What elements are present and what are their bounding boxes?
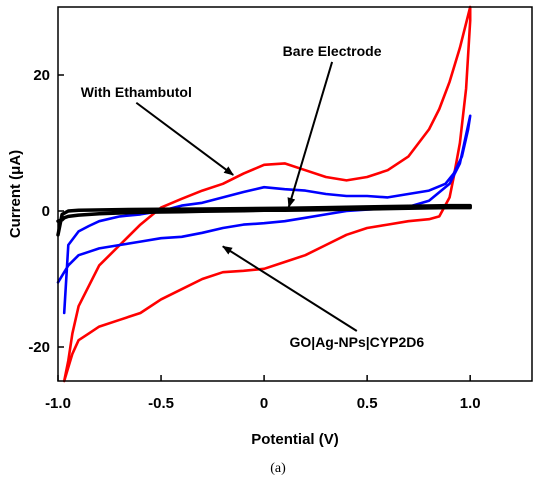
y-axis-title: Current (μA) xyxy=(7,150,24,238)
x-tick-label: -1.0 xyxy=(45,395,71,412)
x-tick-label: 0 xyxy=(260,395,268,412)
y-tick-label: -20 xyxy=(28,339,50,356)
x-tick-label: -0.5 xyxy=(148,395,174,412)
ticks-layer: -1.0 -0.5 0 0.5 1.0 -20 0 20 xyxy=(28,67,480,412)
series-line-1 xyxy=(56,114,472,315)
annotation-arrow-1 xyxy=(287,61,334,208)
annotation-layer: With Ethambutol Bare Electrode GO|Ag-NPs|C… xyxy=(81,43,425,350)
annotation-label-1: Bare Electrode xyxy=(283,43,382,59)
annotation-arrow-0 xyxy=(135,101,234,176)
annotation-label-0: With Ethambutol xyxy=(81,84,192,100)
figure-caption: (a) xyxy=(270,461,286,476)
series-line-0 xyxy=(62,5,472,383)
x-axis-title: Potential (V) xyxy=(251,431,339,448)
series-layer xyxy=(56,5,472,383)
x-tick-label: 0.5 xyxy=(357,395,378,412)
x-tick-label: 1.0 xyxy=(460,395,481,412)
annotation-arrow-2 xyxy=(222,245,358,332)
y-tick-label: 0 xyxy=(42,203,50,220)
y-tick-label: 20 xyxy=(33,67,50,84)
plot-frame xyxy=(57,6,533,382)
series-line-2 xyxy=(56,203,472,237)
annotation-label-2: GO|Ag-NPs|CYP2D6 xyxy=(290,334,425,350)
